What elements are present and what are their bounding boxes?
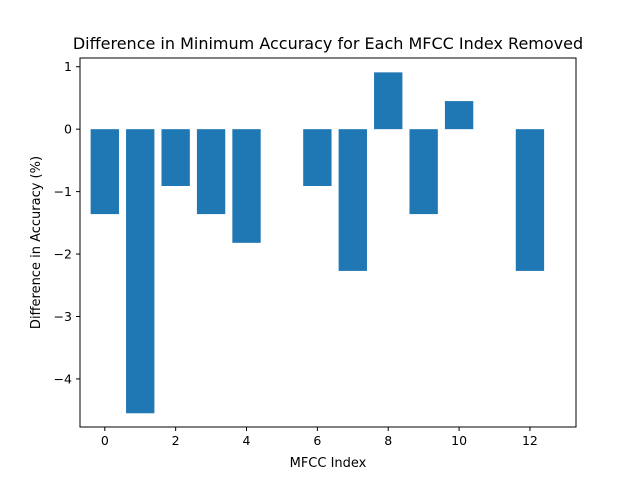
bar-mfcc-0 [90, 129, 119, 215]
y-tick-label: −3 [54, 309, 72, 324]
x-axis-ticks: 0 2 4 6 8 10 12 [101, 427, 538, 448]
bar-mfcc-7 [338, 129, 367, 271]
y-axis-ticks: 1 0 −1 −2 −3 −4 [54, 59, 80, 386]
x-tick-label: 2 [172, 433, 180, 448]
bar-mfcc-9 [409, 129, 438, 215]
y-tick-label: −1 [54, 184, 72, 199]
x-tick-label: 10 [451, 433, 467, 448]
y-tick-label: −4 [54, 371, 72, 386]
y-axis-label: Difference in Accuracy (%) [29, 156, 44, 329]
x-tick-label: 0 [101, 433, 109, 448]
x-tick-label: 6 [313, 433, 321, 448]
plot-frame [79, 57, 577, 428]
bar-mfcc-8 [374, 72, 403, 130]
y-tick-label: 1 [64, 59, 72, 74]
bar-mfcc-3 [196, 129, 226, 215]
bar-mfcc-10 [444, 101, 474, 130]
bar-mfcc-4 [232, 129, 261, 243]
x-axis-label: MFCC Index [290, 456, 367, 471]
x-tick-label: 8 [384, 433, 392, 448]
bar-mfcc-2 [161, 129, 190, 186]
x-tick-label: 4 [243, 433, 251, 448]
y-tick-label: 0 [64, 122, 72, 137]
bar-mfcc-12 [515, 129, 545, 271]
y-tick-label: −2 [54, 247, 72, 262]
x-tick-label: 12 [522, 433, 538, 448]
bar-mfcc-6 [303, 129, 332, 186]
chart-title: Difference in Minimum Accuracy for Each … [73, 34, 583, 53]
bar-mfcc-1 [126, 129, 155, 414]
bars-group [90, 72, 545, 414]
